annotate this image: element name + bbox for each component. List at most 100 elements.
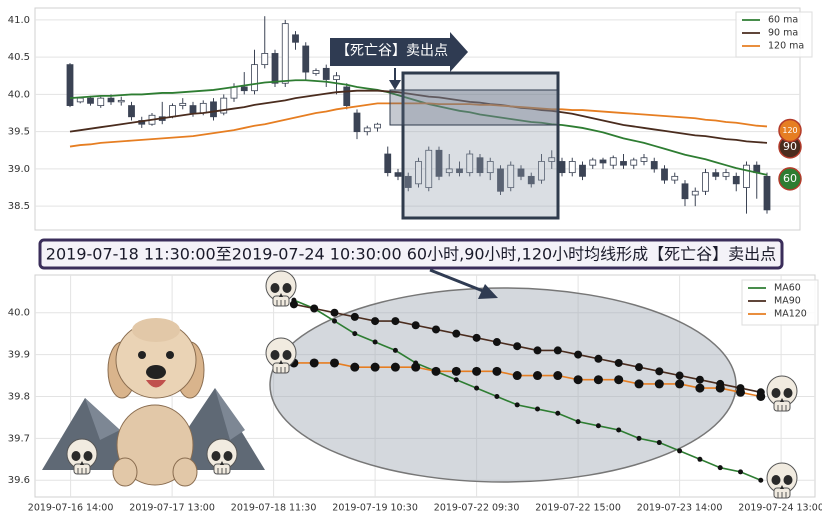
- candle-body: [302, 45, 310, 73]
- marker: [494, 393, 500, 399]
- candle-body: [671, 175, 679, 181]
- legend-label: MA60: [774, 283, 801, 294]
- y-tick-label: 41.0: [8, 15, 30, 26]
- marker: [350, 362, 360, 372]
- y-tick-label: 39.6: [8, 475, 30, 486]
- candle-body: [189, 105, 197, 114]
- marker: [289, 300, 298, 309]
- candle-body: [230, 86, 238, 99]
- candle-body: [466, 153, 474, 174]
- candle-body: [179, 102, 187, 106]
- region-inner: [389, 89, 559, 126]
- candle-body: [445, 168, 453, 174]
- candle-body: [630, 159, 638, 166]
- marker: [474, 385, 480, 391]
- candle-body: [712, 172, 720, 177]
- marker: [614, 375, 624, 385]
- marker: [310, 304, 319, 313]
- y-tick-label: 39.7: [8, 433, 30, 444]
- candle-body: [384, 153, 392, 174]
- candle-body: [199, 102, 207, 114]
- callout: [330, 32, 468, 72]
- x-tick-label: 2019-07-17 13:00: [129, 503, 215, 514]
- banner-text: 2019-07-18 11:30:00至2019-07-24 10:30:00 …: [46, 245, 776, 264]
- candle-body: [681, 183, 689, 200]
- x-tick-label: 2019-07-22 15:00: [535, 503, 621, 514]
- candle-body: [722, 172, 730, 177]
- region-box: [401, 71, 560, 220]
- marker: [555, 410, 561, 416]
- marker: [695, 383, 705, 393]
- candle-body: [435, 149, 443, 177]
- marker: [756, 391, 766, 401]
- candle-body: [579, 164, 586, 177]
- x-tick-label: 2019-07-18 11:30: [231, 503, 317, 514]
- marker: [715, 383, 725, 393]
- marker: [514, 402, 520, 408]
- y-tick-label: 40.5: [8, 52, 30, 63]
- marker: [453, 377, 459, 383]
- marker: [697, 456, 703, 462]
- marker: [758, 477, 764, 483]
- marker: [309, 358, 319, 368]
- marker: [614, 358, 623, 367]
- legend-label: 90 ma: [768, 28, 798, 39]
- marker: [736, 387, 745, 397]
- marker: [411, 362, 421, 372]
- candle-body: [609, 157, 617, 166]
- ma-badge: [778, 167, 802, 191]
- candle-body: [271, 53, 279, 84]
- candle-body: [476, 157, 484, 174]
- marker: [432, 325, 440, 334]
- legend-label: 120 ma: [768, 41, 804, 52]
- marker: [635, 363, 643, 372]
- x-tick-label: 2019-07-24 13:00: [738, 503, 822, 514]
- marker: [695, 375, 704, 384]
- marker: [392, 347, 398, 353]
- marker: [472, 366, 482, 376]
- candle-body: [128, 105, 135, 118]
- candle-body: [415, 161, 422, 185]
- candle-body: [425, 149, 433, 188]
- candle-body: [507, 164, 515, 188]
- y-tick-label: 39.5: [8, 127, 30, 138]
- candle-body: [107, 97, 115, 103]
- candle-body: [640, 157, 648, 162]
- marker: [372, 339, 378, 345]
- ma-line: [69, 102, 768, 148]
- candle-body: [404, 175, 412, 188]
- marker: [371, 317, 380, 326]
- marker: [411, 321, 420, 330]
- candle-body: [456, 168, 463, 174]
- ma-line: [69, 89, 768, 144]
- legend-label: MA120: [774, 309, 807, 320]
- marker: [513, 342, 522, 351]
- x-tick-label: 2019-07-19 10:30: [332, 503, 418, 514]
- marker: [352, 331, 358, 337]
- marker: [677, 448, 683, 454]
- x-tick-label: 2019-07-16 14:00: [28, 503, 114, 514]
- marker: [595, 423, 601, 429]
- x-tick-label: 2019-07-23 14:00: [637, 503, 723, 514]
- candle-body: [169, 105, 176, 118]
- y-tick-label: 39.8: [8, 391, 30, 402]
- y-tick-label: 39.0: [8, 164, 30, 175]
- candle-body: [281, 23, 289, 84]
- marker: [594, 354, 603, 363]
- candle-body: [486, 161, 494, 174]
- marker: [452, 329, 461, 338]
- candle-body: [210, 101, 217, 118]
- candle-body: [743, 164, 750, 188]
- marker: [655, 367, 664, 376]
- marker: [575, 419, 581, 425]
- marker: [332, 318, 337, 324]
- highlight-ellipse: [269, 287, 737, 483]
- candle-body: [251, 64, 258, 92]
- marker: [616, 427, 622, 433]
- candle-body: [538, 161, 545, 181]
- candle-body: [76, 97, 84, 103]
- candle-body: [261, 53, 269, 66]
- candle-body: [322, 67, 330, 80]
- candle-body: [558, 161, 566, 174]
